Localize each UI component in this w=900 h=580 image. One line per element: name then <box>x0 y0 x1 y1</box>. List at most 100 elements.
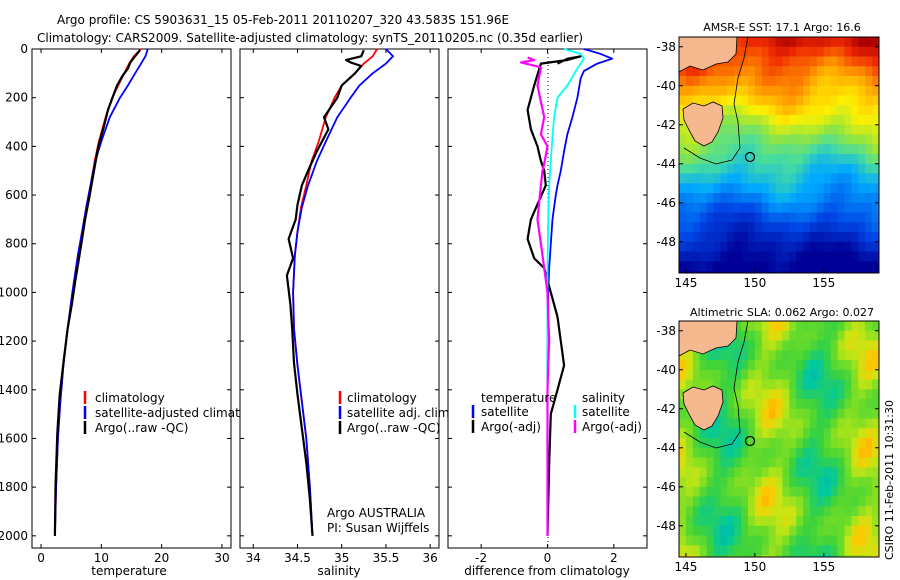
heatmap-cell <box>748 183 756 194</box>
sla-map-panel: Altimetric SLA: 0.062 Argo: 0.027 -38 -40… <box>656 306 880 574</box>
heatmap-cell <box>679 477 687 488</box>
heatmap-cell <box>810 183 818 194</box>
heatmap-cell <box>796 46 804 58</box>
heatmap-cell <box>741 271 749 273</box>
heatmap-cell <box>837 350 846 361</box>
heatmap-cell <box>810 535 818 546</box>
heatmap-cell <box>748 321 756 332</box>
heatmap-cell <box>872 66 879 77</box>
heatmap-cell <box>699 183 708 194</box>
heatmap-cell <box>872 360 879 371</box>
heatmap-cell <box>837 428 846 439</box>
heatmap-cell <box>803 389 811 400</box>
heatmap-cell <box>775 212 784 223</box>
heatmap-cell <box>865 408 873 420</box>
heatmap-cell <box>727 202 735 214</box>
heatmap-cell <box>775 66 784 77</box>
heatmap-cell <box>796 447 804 459</box>
heatmap-cell <box>789 193 797 204</box>
heatmap-cell <box>796 271 804 273</box>
heatmap-cell <box>865 477 873 488</box>
heatmap-cell <box>796 241 804 253</box>
heatmap-cell <box>803 173 811 184</box>
heatmap-cell <box>692 241 701 253</box>
figure-title-line2: Climatology: CARS2009. Satellite-adjuste… <box>37 31 583 45</box>
heatmap-cell <box>706 261 715 272</box>
difference-legend: temperature satellite Argo(-adj) salinit… <box>471 391 642 434</box>
heatmap-cell <box>692 261 701 272</box>
heatmap-cell <box>692 350 701 361</box>
heatmap-cell <box>775 144 784 155</box>
heatmap-cell <box>837 418 846 429</box>
heatmap-cell <box>865 173 873 184</box>
heatmap-cell <box>810 251 818 262</box>
heatmap-cell <box>761 389 770 400</box>
heatmap-cell <box>706 360 715 371</box>
heatmap-cell <box>720 85 728 97</box>
heatmap-cell <box>844 241 852 253</box>
heatmap-cell <box>692 447 701 459</box>
heatmap-cell <box>748 105 756 116</box>
heatmap-cell <box>789 447 797 459</box>
heatmap-cell <box>734 389 742 400</box>
heatmap-cell <box>706 477 715 488</box>
heatmap-cell <box>851 330 859 342</box>
heatmap-cell <box>734 438 742 449</box>
heatmap-cell <box>830 408 839 420</box>
heatmap-cell <box>865 486 873 498</box>
heatmap-cell <box>796 506 804 517</box>
heatmap-cell <box>768 105 777 116</box>
heatmap-cell <box>741 525 749 537</box>
heatmap-cell <box>803 154 811 165</box>
heatmap-cell <box>768 379 777 390</box>
heatmap-cell <box>727 241 735 253</box>
heatmap-cell <box>803 163 811 175</box>
heatmap-cell <box>816 340 825 351</box>
heatmap-cell <box>823 271 832 273</box>
heatmap-cell <box>727 418 735 429</box>
heatmap-cell <box>858 477 866 488</box>
heatmap-cell <box>851 134 859 145</box>
heatmap-cell <box>823 66 832 77</box>
heatmap-cell <box>748 496 756 507</box>
heatmap-cell <box>837 516 846 527</box>
heatmap-cell <box>754 486 763 498</box>
heatmap-cell <box>775 360 784 371</box>
heatmap-cell <box>823 379 832 390</box>
heatmap-cell <box>796 134 804 145</box>
heatmap-cell <box>720 389 728 400</box>
heatmap-cell <box>810 477 818 488</box>
heatmap-cell <box>748 389 756 400</box>
heatmap-cell <box>844 555 852 557</box>
heatmap-cell <box>789 232 797 243</box>
heatmap-cell <box>754 418 763 429</box>
heatmap-cell <box>837 95 846 106</box>
heatmap-cell <box>768 555 777 557</box>
heatmap-cell <box>782 438 790 449</box>
heatmap-cell <box>844 105 852 116</box>
heatmap-cell <box>754 212 763 223</box>
heatmap-cell <box>865 360 873 371</box>
heatmap-cell <box>775 261 784 272</box>
heatmap-cell <box>865 506 873 517</box>
heatmap-cell <box>713 222 721 233</box>
heatmap-cell <box>865 183 873 194</box>
x-tick-label: 36 <box>423 551 438 565</box>
heatmap-cell <box>720 271 728 273</box>
heatmap-cell <box>858 163 866 175</box>
heatmap-cell <box>803 496 811 507</box>
heatmap-cell <box>748 173 756 184</box>
heatmap-cell <box>837 525 846 537</box>
heatmap-cell <box>761 535 770 546</box>
heatmap-cell <box>775 193 784 204</box>
heatmap-cell <box>782 85 790 97</box>
heatmap-cell <box>803 369 811 381</box>
heatmap-cell <box>748 56 756 67</box>
heatmap-cell <box>858 56 866 67</box>
heatmap-cell <box>844 144 852 155</box>
heatmap-cell <box>679 212 687 223</box>
heatmap-cell <box>775 46 784 58</box>
heatmap-cell <box>713 173 721 184</box>
heatmap-cell <box>713 163 721 175</box>
heatmap-cell <box>803 360 811 371</box>
